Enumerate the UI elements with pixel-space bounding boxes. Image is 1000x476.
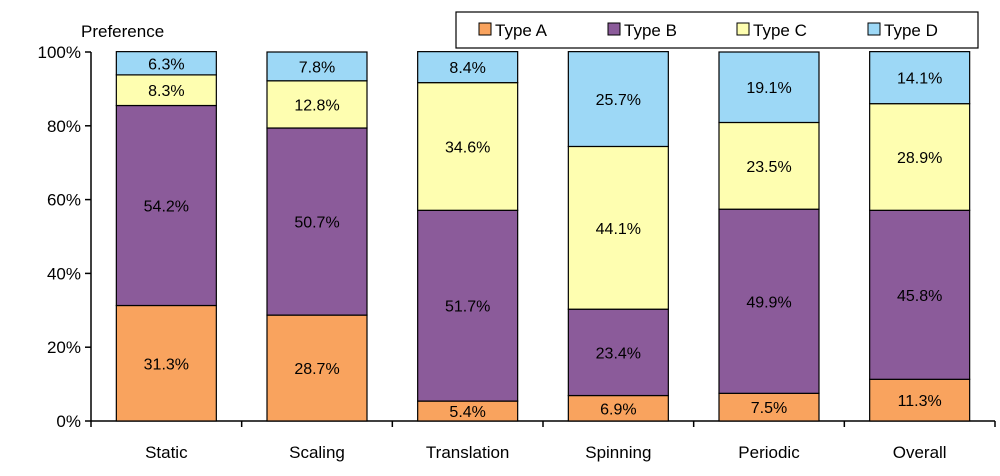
data-label: 28.7% (294, 361, 339, 378)
legend-swatch-type-c (736, 22, 750, 36)
data-label: 14.1% (897, 71, 942, 88)
data-label: 8.4% (449, 60, 485, 77)
data-label: 31.3% (144, 356, 189, 373)
y-tick-label: 80% (47, 117, 81, 136)
data-label: 6.9% (600, 401, 636, 418)
bar-segment-type-c (417, 82, 519, 211)
y-tick-label: 100% (38, 43, 81, 62)
data-label: 6.3% (148, 56, 184, 73)
data-label: 7.5% (751, 400, 787, 417)
legend-label: Type A (495, 21, 548, 40)
legend-box (455, 11, 979, 49)
data-label: 28.9% (897, 150, 942, 167)
bar-segment-type-a (869, 378, 971, 422)
data-label: 50.7% (294, 215, 339, 232)
x-category-label: Scaling (289, 443, 345, 462)
data-label: 8.3% (148, 83, 184, 100)
bar-segment-type-c (266, 80, 368, 129)
bar-segment-type-c (115, 74, 217, 107)
data-label: 11.3% (898, 393, 942, 410)
data-label: 45.8% (897, 288, 942, 305)
bar-segment-type-c (718, 121, 820, 210)
data-label: 7.8% (299, 59, 335, 76)
y-tick-label: 60% (47, 191, 81, 210)
bar-segment-type-b (115, 104, 217, 307)
y-tick-label: 0% (56, 412, 81, 431)
bar-segment-type-d (115, 51, 217, 76)
bar-segment-type-b (417, 209, 519, 402)
data-label: 51.7% (445, 299, 490, 316)
data-label: 12.8% (294, 97, 339, 114)
legend-label: Type B (624, 21, 677, 40)
data-label: 34.6% (445, 139, 490, 156)
data-label: 54.2% (144, 199, 189, 216)
data-label: 23.5% (746, 159, 791, 176)
bar-segment-type-a (266, 314, 368, 422)
bar-segment-type-a (718, 392, 820, 422)
bar-segment-type-a (567, 394, 669, 422)
x-category-label: Periodic (738, 443, 800, 462)
y-tick-label: 20% (47, 338, 81, 357)
bar-segment-type-d (718, 51, 820, 124)
y-tick-label: 40% (47, 264, 81, 283)
legend-swatch-type-b (607, 22, 621, 36)
bar-segment-type-b (266, 127, 368, 316)
bar-segment-type-c (567, 145, 669, 310)
x-category-label: Static (145, 443, 188, 462)
data-label: 49.9% (746, 294, 791, 311)
legend: Type A Type B Type C Type D (455, 11, 979, 49)
legend-label: Type D (884, 21, 938, 40)
legend-swatch-type-d (867, 22, 881, 36)
bar-segment-type-d (567, 51, 669, 148)
data-label: 44.1% (596, 221, 641, 238)
axes: 0% 20% 40% 60% 80% 100% Static Scaling Translati… (38, 43, 996, 462)
data-label: 23.4% (596, 345, 641, 362)
x-category-label: Overall (893, 443, 947, 462)
bar-segment-type-b (869, 209, 971, 380)
bar-segment-type-d (417, 51, 519, 84)
data-label: 5.4% (449, 404, 485, 421)
bar-segment-type-d (266, 51, 368, 82)
bar-segment-type-d (869, 51, 971, 105)
x-category-label: Translation (426, 443, 509, 462)
x-category-label: Spinning (585, 443, 651, 462)
legend-swatch-type-a (478, 22, 492, 36)
bar-segment-type-b (718, 208, 820, 394)
y-axis-title: Preference (81, 22, 164, 41)
data-label: 25.7% (596, 92, 641, 109)
bars-group: 31.3% 54.2% 8.3% 6.3% 28.7% 50.7% 12.8% 7.8% 5.4… (115, 51, 971, 422)
bar-segment-type-b (567, 308, 669, 397)
data-label: 19.1% (746, 80, 791, 97)
legend-label: Type C (753, 21, 807, 40)
